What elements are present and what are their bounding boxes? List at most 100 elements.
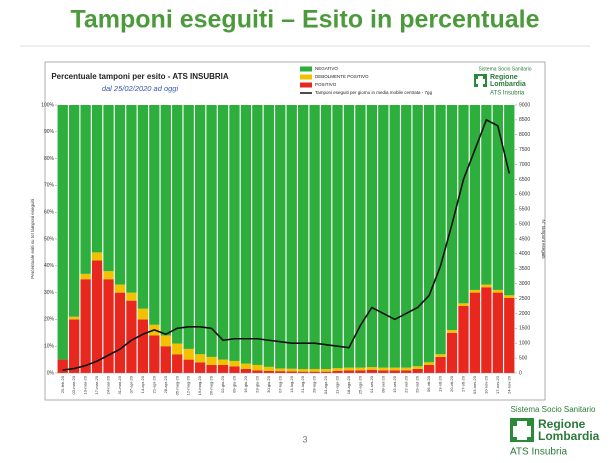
- bar-segment: [286, 371, 297, 373]
- page-number: 3: [302, 434, 307, 444]
- bar-segment: [80, 273, 91, 280]
- y-tick-label: 50%: [44, 236, 55, 242]
- bar-segment: [206, 105, 217, 357]
- x-tick-label: 06-ott-20: [426, 375, 431, 392]
- bar-segment: [332, 368, 343, 371]
- y2-tick-label: 4500: [519, 236, 530, 242]
- bar-segment: [194, 362, 206, 373]
- bar-segment: [446, 332, 458, 373]
- x-tick-label: 14-apr-20: [140, 375, 145, 393]
- bar-segment: [332, 105, 343, 369]
- bar-segment: [504, 105, 515, 296]
- bar-segment: [389, 370, 400, 373]
- y-tick-label: 10%: [44, 344, 55, 350]
- bar-segment: [103, 279, 114, 373]
- x-tick-label: 28-lug-20: [312, 375, 317, 393]
- bar-segment: [492, 289, 503, 293]
- bar-segment: [446, 330, 458, 333]
- legend-label: POSITIVO: [315, 82, 337, 87]
- bar-segment: [309, 368, 320, 372]
- bar-segment: [469, 289, 481, 293]
- bar-segment: [217, 359, 229, 365]
- bar-segment: [412, 105, 423, 367]
- bar-segment: [320, 371, 332, 373]
- bar-segment: [172, 343, 183, 355]
- bar-segment: [172, 354, 183, 373]
- logo-cross: [476, 76, 485, 87]
- bar-segment: [378, 367, 389, 371]
- bar-segment: [229, 105, 240, 361]
- bar-segment: [492, 292, 503, 373]
- y2-tick-label: 4000: [519, 251, 530, 257]
- bar-segment: [309, 371, 320, 373]
- bar-segment: [423, 105, 435, 363]
- x-tick-label: 17-nov-20: [495, 375, 500, 394]
- bar-segment: [275, 371, 286, 373]
- bar-segment: [366, 105, 378, 368]
- bar-segment: [401, 370, 412, 373]
- chart-subtitle: dal 25/02/2020 ad oggi: [102, 84, 179, 93]
- y2-tick-label: 0: [519, 370, 522, 376]
- bar-segment: [183, 359, 194, 373]
- bar-segment: [309, 105, 320, 369]
- bar-segment: [378, 370, 389, 373]
- y-tick-label: 70%: [44, 183, 55, 189]
- x-tick-label: 27-ott-20: [461, 375, 466, 392]
- bar-segment: [481, 287, 492, 373]
- chart-title: Percentuale tamponi per esito - ATS INSU…: [51, 72, 229, 81]
- bar-segment: [504, 297, 515, 373]
- bar-segment: [469, 292, 481, 373]
- x-tick-label: 17-mar-20: [94, 375, 99, 394]
- bar-segment: [366, 367, 378, 370]
- bar-segment: [446, 105, 458, 331]
- bar-segment: [217, 105, 229, 360]
- bar-segment: [137, 319, 149, 373]
- bar-segment: [57, 359, 68, 373]
- y2-tick-label: 7000: [519, 162, 530, 168]
- x-tick-label: 31-mar-20: [117, 375, 122, 394]
- x-tick-label: 18-ago-20: [346, 375, 351, 394]
- x-tick-label: 26-mag-20: [209, 375, 214, 395]
- bar-segment: [103, 105, 114, 272]
- x-tick-label: 22-set-20: [403, 375, 408, 393]
- bar-segment: [481, 284, 492, 288]
- x-tick-label: 25-feb-20: [60, 375, 65, 393]
- line-series: [62, 118, 511, 371]
- bar-segment: [458, 303, 469, 306]
- x-tick-label: 19-mag-20: [197, 375, 202, 395]
- bar-segment: [80, 279, 91, 373]
- bar-segment: [298, 368, 309, 372]
- y2-tick-label: 6500: [519, 177, 530, 183]
- y2-tick-label: 6000: [519, 192, 530, 198]
- bar-segment: [298, 105, 309, 369]
- bar-segment: [126, 292, 137, 301]
- bar-segment: [183, 348, 194, 360]
- y-tick-label: 40%: [44, 263, 55, 269]
- bar-segment: [275, 368, 286, 372]
- y-tick-label: 90%: [44, 129, 55, 135]
- y2-tick-label: 1500: [519, 326, 530, 332]
- bar-segment: [343, 367, 355, 371]
- bar-segment: [160, 335, 171, 347]
- bar-segment: [149, 335, 160, 373]
- bar-segment: [137, 308, 149, 320]
- y-tick-label: 0%: [47, 370, 55, 376]
- bar-segment: [114, 292, 126, 373]
- bar-segment: [423, 364, 435, 373]
- x-tick-label: 05-mag-20: [174, 375, 179, 395]
- y-tick-label: 100%: [41, 102, 54, 108]
- bar-segment: [206, 364, 217, 373]
- x-tick-label: 07-apr-20: [128, 375, 133, 393]
- y-tick-label: 80%: [44, 156, 55, 162]
- y2-tick-label: 9000: [519, 102, 530, 108]
- bar-segment: [126, 300, 137, 373]
- x-tick-label: 02-giu-20: [220, 375, 225, 393]
- x-tick-label: 24-nov-20: [506, 375, 511, 394]
- y2-tick-label: 8500: [519, 117, 530, 123]
- x-tick-label: 10-nov-20: [483, 375, 488, 394]
- bar-segment: [343, 105, 355, 368]
- legend-label: NEGATIVO: [315, 66, 338, 71]
- y-tick-label: 30%: [44, 290, 55, 296]
- bar-segment: [504, 295, 515, 298]
